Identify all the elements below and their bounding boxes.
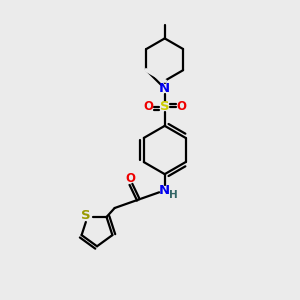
Text: O: O <box>176 100 186 113</box>
Text: S: S <box>81 209 91 222</box>
Text: S: S <box>160 100 169 113</box>
Text: N: N <box>159 82 170 95</box>
Text: H: H <box>169 190 177 200</box>
Text: N: N <box>159 184 170 197</box>
Text: O: O <box>143 100 154 113</box>
Text: O: O <box>126 172 136 185</box>
